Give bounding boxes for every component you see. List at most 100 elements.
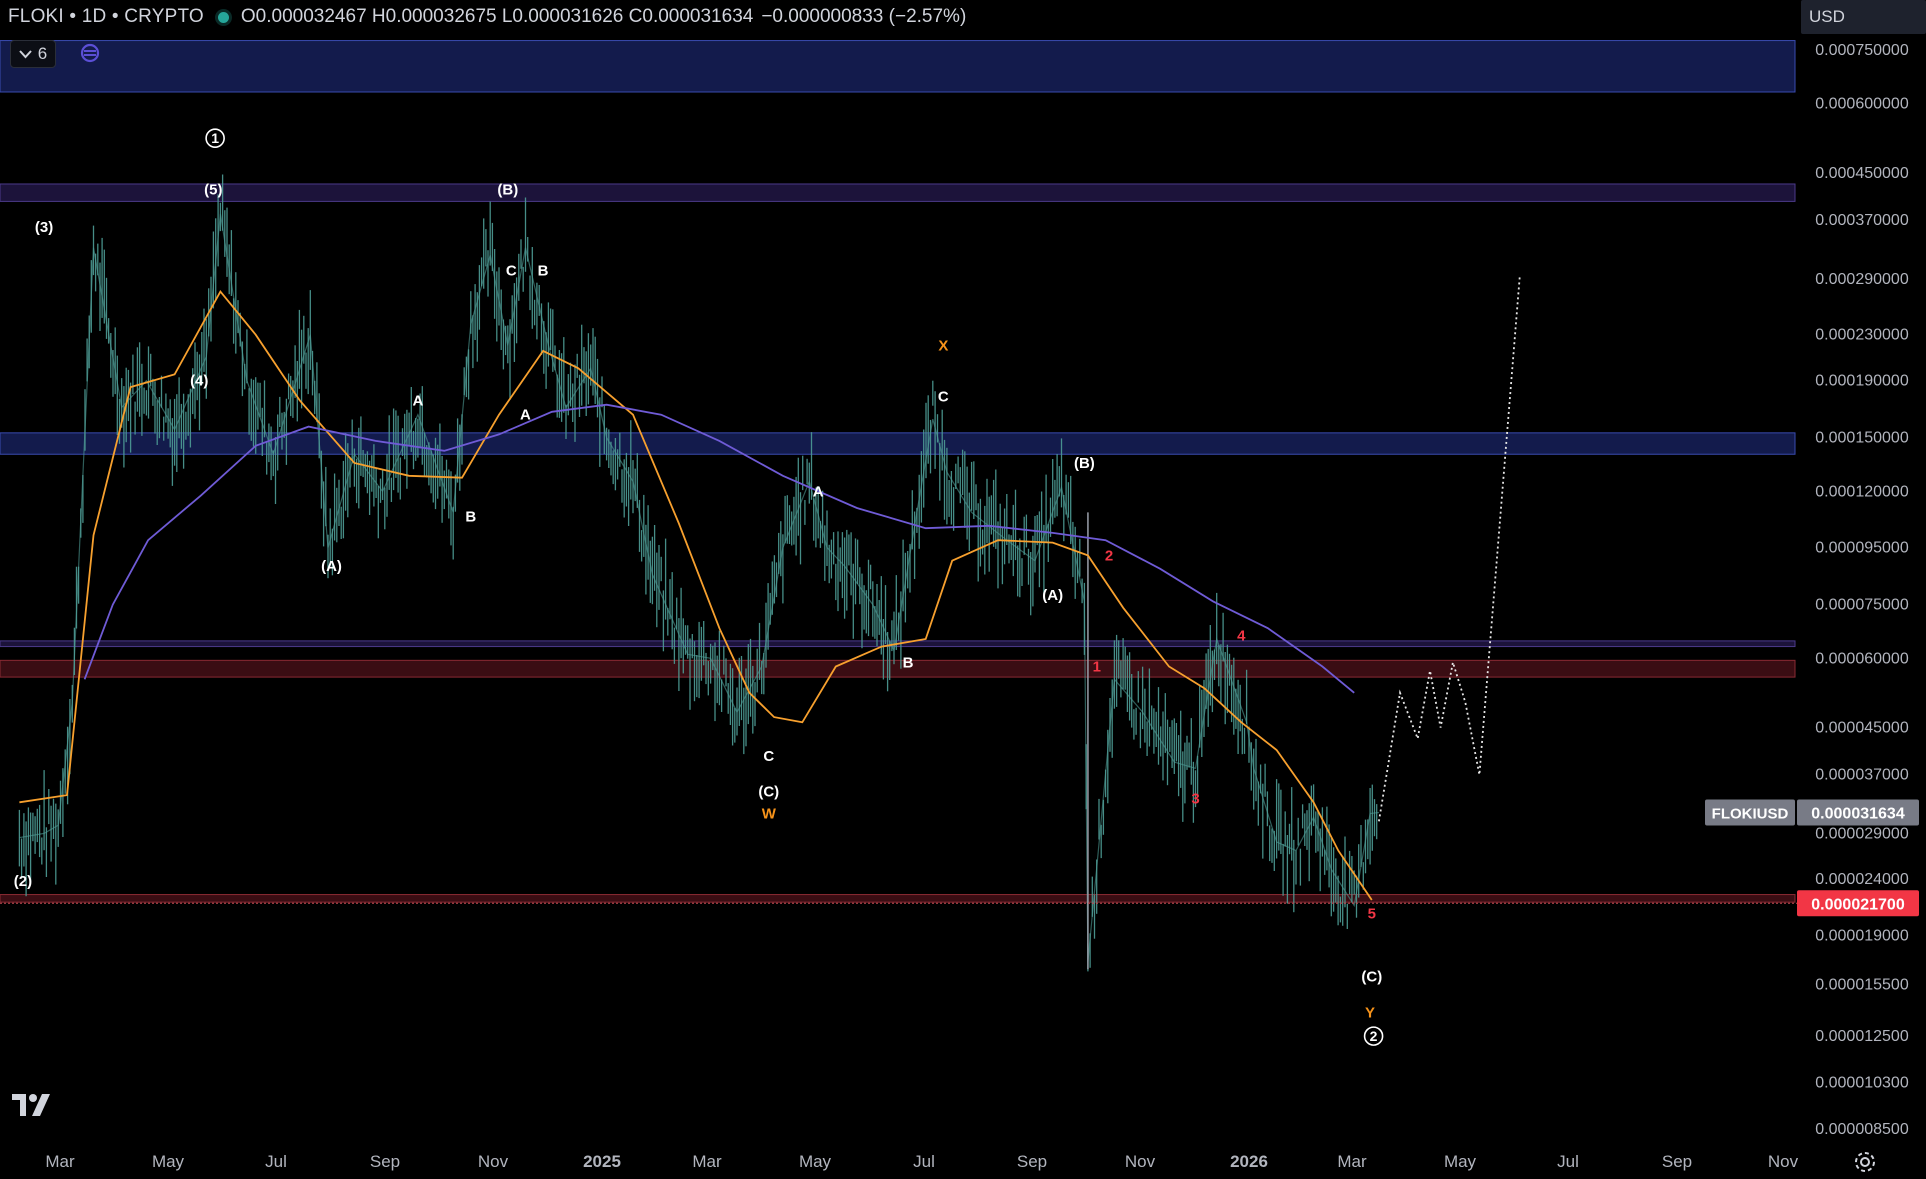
moving-averages xyxy=(19,290,1373,901)
wave-label: 5 xyxy=(1368,905,1376,922)
wave-label: 2 xyxy=(1105,547,1113,564)
time-tick-label: 2025 xyxy=(583,1152,621,1171)
time-tick-label: Mar xyxy=(1337,1152,1367,1171)
price-series xyxy=(18,174,1379,972)
wave-label: A xyxy=(520,407,531,424)
symbol-header: FLOKI • 1D • CRYPTO O0.000032467 H0.0000… xyxy=(8,3,966,31)
time-axis[interactable]: Mar May Jul Sep Nov 2025 Mar May Jul Sep Nov 2026 Ma… xyxy=(45,1152,1798,1171)
price-tick-label: 0.000024000 xyxy=(1815,871,1909,888)
price-axis[interactable]: 0.000750000 0.000600000 0.000450000 0.00037… xyxy=(0,0,1926,1145)
time-tick-label: Sep xyxy=(370,1152,400,1171)
price-tick-label: 0.000012500 xyxy=(1815,1028,1909,1045)
price-tick-label: 0.000370000 xyxy=(1815,212,1909,229)
time-tick-label: May xyxy=(1444,1152,1477,1171)
wave-label: (3) xyxy=(35,219,53,236)
price-tick-label: 0.000029000 xyxy=(1815,825,1909,842)
ma-fast-line xyxy=(19,290,1373,901)
price-tick-label: 0.000008500 xyxy=(1815,1121,1909,1138)
wave-label: (5) xyxy=(204,182,222,199)
time-tick-label: 2026 xyxy=(1230,1152,1268,1171)
time-tick-label: Jul xyxy=(913,1152,935,1171)
price-axis-bg xyxy=(1797,0,1926,1145)
price-tick-label: 0.000230000 xyxy=(1815,327,1909,344)
support-resistance-zones xyxy=(0,40,1796,903)
price-tick-label: 0.000190000 xyxy=(1815,373,1909,390)
zone-purple xyxy=(0,183,1796,202)
price-change: −0.000000833 (−2.57%) xyxy=(761,6,967,27)
wave-label: B xyxy=(903,654,914,671)
price-tick-label: 0.000015500 xyxy=(1815,976,1909,993)
wave-label: (B) xyxy=(497,182,518,199)
symbol-tag xyxy=(1705,799,1795,826)
time-tick-label: Nov xyxy=(1768,1152,1799,1171)
wave-label: W xyxy=(762,806,777,823)
wave-label: 4 xyxy=(1237,627,1246,644)
symbol-title[interactable]: FLOKI • 1D • CRYPTO xyxy=(8,6,204,27)
wave-circle-marker xyxy=(1363,1026,1384,1046)
price-tick-label: 0.000120000 xyxy=(1815,483,1909,500)
zone-blue xyxy=(0,40,1796,93)
wave-label: C xyxy=(763,748,774,765)
price-tick-label: 0.000010300 xyxy=(1815,1075,1909,1092)
wave-label: (2) xyxy=(14,873,32,890)
wave-label: Y xyxy=(1365,1004,1375,1021)
indicators-toggle-button[interactable]: 6 xyxy=(10,40,56,68)
wave-label: B xyxy=(465,509,476,526)
price-line xyxy=(19,213,1379,963)
zone-red xyxy=(0,894,1796,903)
wave-label: (B) xyxy=(1074,455,1095,472)
ohlc-values: O0.000032467 H0.000032675 L0.000031626 C… xyxy=(240,6,754,27)
wave-labels: (2) (3) (4) (5) 1 (A) A B (B) C B A C (C) W A B X C (A) (B) 1… xyxy=(14,128,1384,1046)
time-tick-label: Jul xyxy=(265,1152,287,1171)
wave-label: (C) xyxy=(758,784,779,801)
price-tick-label: 0.000290000 xyxy=(1815,271,1909,288)
price-tick-label: 0.000150000 xyxy=(1815,430,1909,447)
indicators-count: 6 xyxy=(37,44,48,63)
zone-red xyxy=(0,659,1796,678)
wave-label: C xyxy=(506,263,517,280)
price-tick-label: 0.000037000 xyxy=(1815,767,1909,784)
wave-label: B xyxy=(538,263,549,280)
wave-label: A xyxy=(412,393,423,410)
wave-label: 1 xyxy=(1093,658,1101,675)
market-status-icon xyxy=(217,11,229,23)
time-tick-label: Nov xyxy=(1125,1152,1156,1171)
settings-icon[interactable] xyxy=(1853,1150,1877,1174)
wave-label: (C) xyxy=(1361,969,1382,986)
wave-label: (4) xyxy=(190,373,208,390)
wave-label: C xyxy=(938,388,949,405)
wave-label: (A) xyxy=(321,558,342,575)
sync-icon[interactable] xyxy=(80,43,100,63)
wave-label: A xyxy=(813,483,824,500)
symbol-tag-label: FLOKIUSD xyxy=(1712,805,1789,822)
wave-label: 1 xyxy=(211,130,219,146)
chevron-down-icon xyxy=(19,49,32,58)
ma-slow-line xyxy=(83,403,1355,694)
wave-label: 3 xyxy=(1191,791,1199,808)
alert-price-tag[interactable] xyxy=(1797,890,1919,917)
tradingview-logo-icon[interactable] xyxy=(12,1092,60,1118)
projection-path xyxy=(1378,274,1521,822)
time-tick-label: May xyxy=(799,1152,832,1171)
wave-label: 2 xyxy=(1370,1028,1378,1044)
price-tick-label: 0.000060000 xyxy=(1815,650,1909,667)
time-tick-label: Sep xyxy=(1662,1152,1692,1171)
currency-select[interactable]: USD xyxy=(1801,0,1926,34)
price-tick-label: 0.000600000 xyxy=(1815,96,1909,113)
last-price-tag xyxy=(1797,799,1919,826)
wave-label: X xyxy=(938,337,948,354)
wave-label: (A) xyxy=(1042,587,1063,604)
price-tick-label: 0.000095000 xyxy=(1815,540,1909,557)
price-tick-label: 0.000750000 xyxy=(1815,42,1909,59)
time-tick-label: Mar xyxy=(45,1152,75,1171)
price-tick-label: 0.000450000 xyxy=(1815,165,1909,182)
price-tick-label: 0.000019000 xyxy=(1815,927,1909,944)
time-tick-label: Mar xyxy=(692,1152,722,1171)
time-tick-label: Nov xyxy=(478,1152,509,1171)
last-price-label: 0.000031634 xyxy=(1811,805,1905,822)
time-tick-label: Jul xyxy=(1557,1152,1579,1171)
wave-circle-marker xyxy=(205,128,225,149)
alert-price-label: 0.000021700 xyxy=(1811,896,1905,913)
price-tick-label: 0.000045000 xyxy=(1815,720,1909,737)
